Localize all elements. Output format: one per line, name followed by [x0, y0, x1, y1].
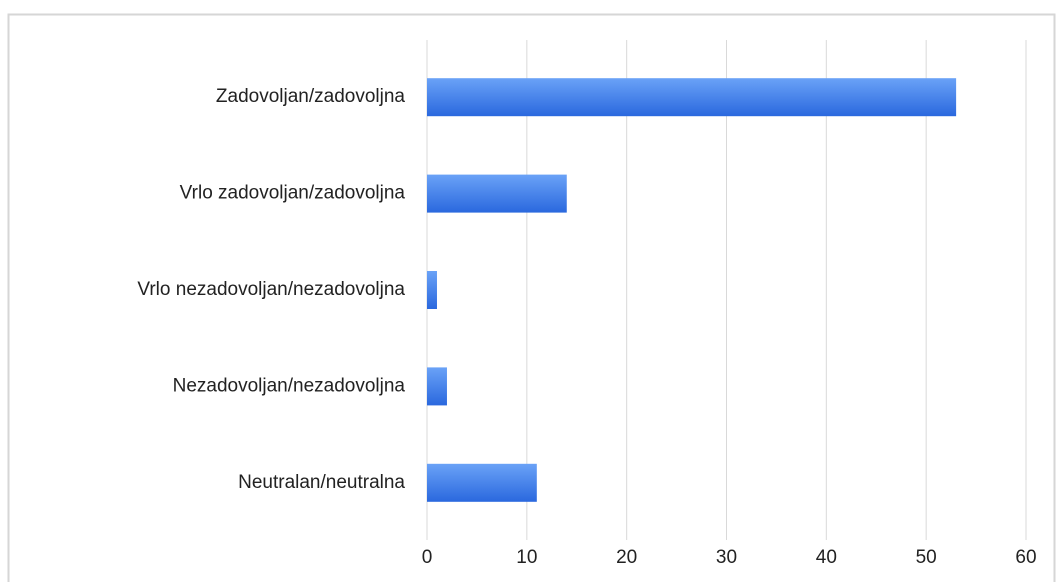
bar	[427, 174, 567, 213]
x-tick-label: 40	[816, 547, 837, 568]
y-tick-label: Vrlo zadovoljan/zadovoljna	[180, 183, 406, 204]
y-tick-label: Zadovoljan/zadovoljna	[216, 86, 406, 107]
x-tick-label: 50	[916, 547, 937, 568]
x-tick-label: 10	[516, 547, 537, 568]
x-tick-label: 0	[422, 547, 433, 568]
bar	[427, 78, 957, 117]
y-tick-label: Vrlo nezadovoljan/nezadovoljna	[137, 279, 405, 300]
x-tick-label: 60	[1015, 547, 1036, 568]
chart-border	[7, 13, 1056, 582]
y-tick-label: Nezadovoljan/nezadovoljna	[173, 375, 406, 396]
x-tick-label: 30	[716, 547, 737, 568]
x-tick-label: 20	[616, 547, 637, 568]
bar	[427, 367, 447, 406]
bar	[427, 271, 437, 309]
bar	[427, 463, 537, 502]
y-tick-label: Neutralan/neutralna	[238, 472, 405, 493]
